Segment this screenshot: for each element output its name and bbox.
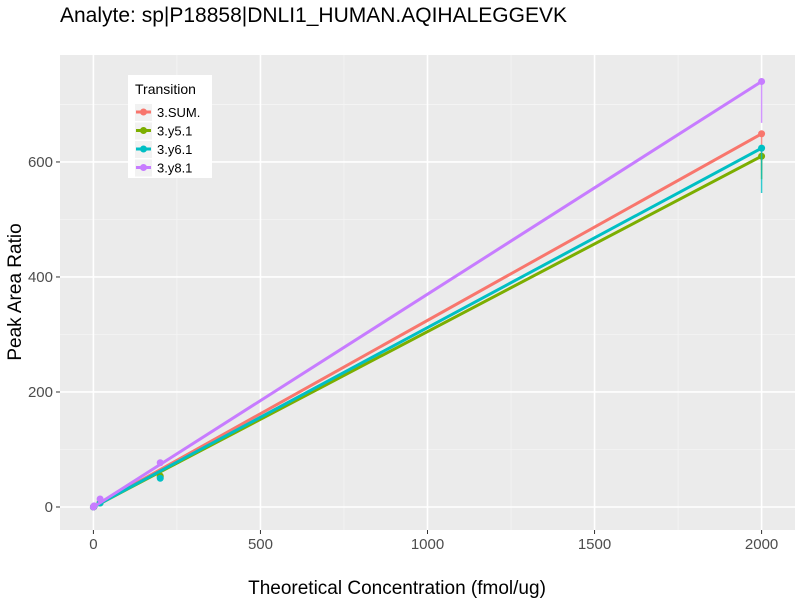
x-tick-label: 1000 [411, 536, 444, 553]
y-axis-label: Peak Area Ratio [5, 223, 26, 360]
y-tick-label: 600 [28, 154, 53, 171]
legend-label: 3.y5.1 [157, 124, 192, 139]
x-tick-label: 0 [89, 536, 97, 553]
legend-key-point [140, 164, 147, 171]
legend: Transition 3.SUM. 3.y5.1 3.y6.1 3.y8.1 [128, 75, 212, 178]
legend-label: 3.y6.1 [157, 142, 192, 157]
data-point [758, 144, 766, 152]
x-tick-label: 1500 [578, 536, 611, 553]
legend-key-point [140, 145, 147, 153]
chart-title: Analyte: sp|P18858|DNLI1_HUMAN.AQIHALEGG… [60, 4, 567, 27]
x-axis-label: Theoretical Concentration (fmol/ug) [248, 578, 546, 599]
data-point [758, 130, 766, 138]
legend-label: 3.y8.1 [157, 161, 192, 176]
y-tick-label: 400 [28, 269, 53, 286]
legend-title: Transition [135, 81, 196, 97]
y-tick-label: 0 [45, 499, 53, 516]
data-point [156, 459, 164, 467]
legend-key-point [140, 127, 147, 134]
x-tick-label: 2000 [745, 536, 778, 553]
legend-label: 3.SUM. [157, 105, 200, 120]
fit-line [92, 132, 763, 509]
legend-key-point [140, 108, 147, 116]
data-point [90, 502, 98, 510]
series-3-y8-1 [89, 77, 766, 511]
y-tick-label: 200 [28, 384, 53, 401]
fit-line [92, 146, 763, 509]
fit-line [92, 80, 763, 509]
x-tick-label: 500 [248, 536, 273, 553]
data-point [96, 495, 104, 503]
data-point [156, 474, 164, 482]
data-point [758, 77, 766, 85]
